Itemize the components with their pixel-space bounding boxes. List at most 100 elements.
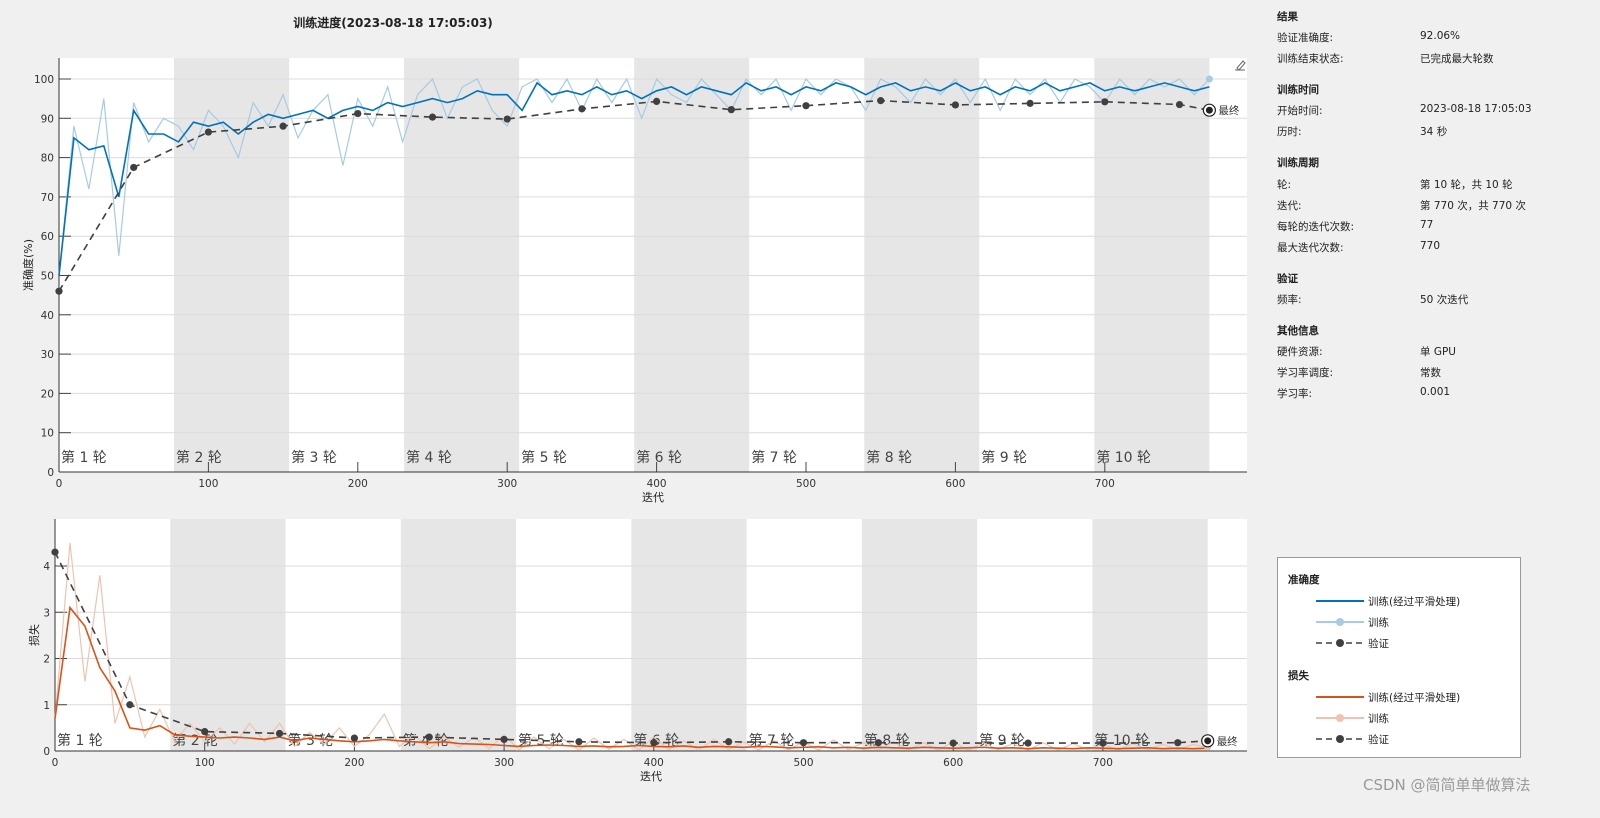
info-label: 轮: (1277, 179, 1292, 191)
legend-line-icon (1316, 639, 1364, 647)
x-axis-label: 迭代 (640, 770, 662, 783)
y-tick-label: 0 (47, 467, 54, 479)
info-label: 频率: (1277, 294, 1302, 306)
chart-title: 训练进度(2023-08-18 17:05:03) (293, 16, 493, 30)
epoch-label: 第 1 轮 (57, 732, 103, 749)
validation-point (275, 729, 284, 738)
x-tick-label: 600 (945, 478, 965, 490)
x-tick-label: 300 (494, 757, 514, 769)
info-value: 0.001 (1420, 386, 1451, 398)
legend-item: 训练 (1314, 711, 1514, 725)
validation-point (578, 105, 586, 113)
validation-point (1175, 100, 1184, 109)
x-tick-label: 0 (56, 478, 63, 490)
validation-point (1101, 98, 1109, 106)
validation-point (874, 739, 882, 747)
validation-point (350, 734, 358, 742)
x-tick-label: 700 (1093, 757, 1113, 769)
final-marker-dot (1204, 737, 1212, 745)
validation-point (130, 163, 138, 172)
validation-point (201, 727, 209, 736)
validation-point (503, 115, 511, 123)
x-tick-label: 600 (943, 757, 963, 769)
legend-line-icon (1316, 600, 1364, 602)
info-value: 50 次迭代 (1420, 294, 1469, 306)
y-tick-label: 4 (43, 561, 50, 573)
validation-point (204, 128, 212, 136)
epoch-shading (861, 519, 978, 751)
x-tick-label: 400 (644, 757, 664, 769)
epoch-shading (404, 58, 520, 472)
final-label: 最终 (1218, 104, 1240, 117)
info-label: 硬件资源: (1277, 346, 1323, 358)
info-value: 第 10 轮，共 10 轮 (1420, 179, 1513, 191)
x-tick-label: 200 (344, 757, 364, 769)
validation-point (279, 122, 287, 130)
validation-point (727, 106, 735, 114)
info-label: 迭代: (1277, 200, 1302, 212)
legend-label: 训练 (1368, 713, 1389, 725)
info-label: 训练结束状态: (1277, 53, 1344, 65)
training-final-marker (1205, 75, 1213, 83)
legend-item: 训练(经过平滑处理) (1314, 690, 1514, 704)
validation-point (51, 548, 59, 556)
legend-label: 训练(经过平滑处理) (1368, 596, 1461, 608)
x-axis-label: 迭代 (642, 491, 664, 504)
validation-point (877, 97, 885, 105)
info-label: 历时: (1277, 126, 1302, 138)
info-value: 770 (1420, 240, 1441, 252)
info-value: 92.06% (1420, 30, 1461, 42)
validation-point (354, 109, 362, 118)
validation-point (802, 102, 810, 110)
y-tick-label: 3 (43, 607, 50, 619)
axes-export-icon[interactable] (1235, 60, 1246, 71)
info-value: 单 GPU (1420, 346, 1456, 358)
y-tick-label: 1 (43, 700, 50, 712)
y-tick-label: 60 (41, 231, 54, 243)
epoch-label: 第 3 轮 (291, 449, 337, 466)
legend-line-icon (1316, 714, 1364, 722)
watermark: CSDN @简简单单做算法 (1363, 776, 1531, 794)
validation-point (425, 733, 433, 741)
legend-line-icon (1316, 735, 1364, 743)
section-header: 训练周期 (1277, 157, 1319, 169)
epoch-label: 第 10 轮 (1096, 449, 1151, 466)
legend-label: 训练 (1368, 617, 1389, 629)
pencil-icon (1235, 60, 1246, 71)
epoch-label: 第 2 轮 (176, 449, 222, 466)
y-tick-label: 100 (34, 74, 54, 86)
y-tick-label: 30 (41, 349, 54, 361)
info-value: 第 770 次，共 770 次 (1420, 200, 1526, 212)
info-label: 每轮的迭代次数: (1277, 221, 1355, 233)
epoch-shading (864, 58, 980, 472)
legend-label: 验证 (1368, 638, 1389, 650)
training-line (54, 542, 1208, 751)
y-tick-label: 20 (41, 388, 54, 400)
section-header: 结果 (1277, 11, 1298, 23)
validation-point (1174, 739, 1182, 747)
validation-point (1024, 739, 1032, 747)
legend-label: 训练(经过平滑处理) (1368, 692, 1461, 704)
y-tick-label: 2 (43, 654, 50, 666)
training-smoothed-line (54, 605, 1208, 750)
legend-group-header: 损失 (1288, 670, 1309, 682)
validation-point (653, 97, 661, 106)
x-tick-label: 400 (647, 478, 667, 490)
y-tick-label: 40 (41, 310, 54, 322)
legend-item: 验证 (1314, 732, 1514, 746)
section-header: 其他信息 (1277, 325, 1319, 337)
x-tick-label: 700 (1095, 478, 1115, 490)
validation-point (55, 287, 63, 295)
legend-label: 验证 (1368, 734, 1389, 746)
validation-point (949, 739, 957, 747)
epoch-shading (1092, 519, 1208, 751)
info-value: 常数 (1420, 367, 1441, 379)
epoch-label: 第 9 轮 (979, 732, 1025, 749)
legend-item: 训练 (1314, 615, 1514, 629)
legend: 准确度 训练(经过平滑处理) 训练 验证 损失 训练(经过平滑处理) 训练 验证 (1277, 557, 1521, 758)
info-label: 验证准确度: (1277, 32, 1334, 44)
legend-group-header: 准确度 (1288, 574, 1320, 586)
y-tick-label: 10 (41, 428, 54, 440)
validation-point (1026, 99, 1034, 107)
loss-axes: 012340 100 200 300 400 500 600 700第 1 轮第 2 轮第 3… (27, 519, 1247, 783)
